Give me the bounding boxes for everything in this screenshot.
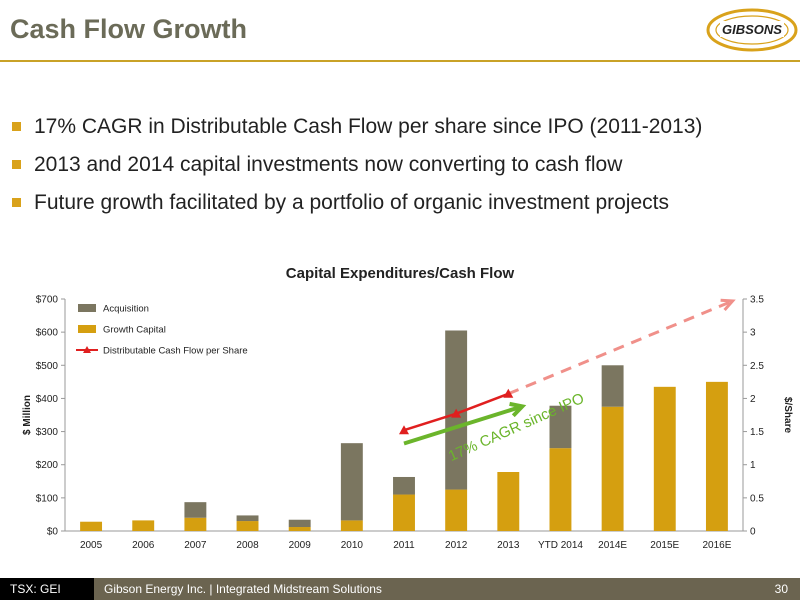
bullet-square-icon [12, 160, 21, 169]
footer-bar: TSX: GEI Gibson Energy Inc. | Integrated… [0, 578, 800, 600]
legend-label: Distributable Cash Flow per Share [103, 346, 248, 357]
x-tick-label: 2015E [650, 540, 679, 551]
legend-swatch-growth-capital [78, 325, 96, 333]
x-tick-label: 2016E [702, 540, 731, 551]
bar-growth-capital [236, 521, 259, 531]
x-tick-label: 2013 [497, 540, 520, 551]
bar-acquisition [393, 476, 415, 495]
bar-growth-capital [184, 517, 207, 531]
bullet-square-icon [12, 198, 21, 207]
legend-swatch-acquisition [78, 304, 96, 312]
bullet-list: 17% CAGR in Distributable Cash Flow per … [10, 108, 702, 222]
bar-growth-capital [653, 386, 676, 531]
bullet-item: 2013 and 2014 capital investments now co… [10, 146, 702, 184]
x-tick-label: 2012 [445, 540, 468, 551]
legend-label: Acquisition [103, 304, 149, 315]
y2-tick-label: 0 [750, 527, 756, 538]
bullet-text: 2013 and 2014 capital investments now co… [34, 153, 623, 176]
bar-acquisition [549, 405, 572, 449]
bullet-item: Future growth facilitated by a portfolio… [10, 184, 702, 222]
x-tick-label: 2010 [341, 540, 364, 551]
x-tick-label: 2014E [598, 540, 627, 551]
y-tick-label: $400 [36, 394, 59, 405]
y-tick-label: $600 [36, 328, 59, 339]
dcf-triangle-marker [399, 425, 409, 435]
bar-acquisition [601, 365, 624, 407]
x-tick-label: 2006 [132, 540, 155, 551]
y2-tick-label: 1.5 [750, 427, 764, 438]
x-tick-label: 2011 [393, 540, 415, 551]
dcf-triangle-marker [451, 408, 462, 418]
bar-growth-capital [340, 520, 363, 531]
projection-arrowhead-icon [720, 298, 736, 311]
y2-axis-title: $/Share [782, 397, 793, 434]
title-divider [0, 60, 800, 62]
bar-growth-capital [549, 448, 572, 531]
y2-tick-label: 2 [750, 394, 756, 405]
x-tick-label: YTD 2014 [538, 540, 583, 551]
bar-growth-capital [445, 489, 468, 531]
bar-growth-capital [80, 521, 103, 531]
bar-growth-capital [497, 472, 520, 531]
bar-growth-capital [393, 494, 415, 531]
dcf-triangle-marker [503, 388, 514, 398]
logo-text: GIBSONS [722, 22, 782, 37]
cagr-arrow-line [403, 404, 523, 446]
y2-tick-label: 0.5 [750, 493, 764, 504]
bullet-text: 17% CAGR in Distributable Cash Flow per … [34, 115, 703, 138]
bar-growth-capital [705, 381, 728, 531]
bullet-square-icon [12, 122, 21, 131]
x-tick-label: 2007 [184, 540, 207, 551]
y-tick-label: $700 [36, 295, 59, 306]
bar-growth-capital [288, 527, 311, 531]
y-tick-label: $500 [36, 361, 59, 372]
x-tick-label: 2005 [80, 540, 103, 551]
bar-acquisition [340, 443, 363, 521]
legend-label: Growth Capital [103, 325, 166, 336]
ticker-label: TSX: GEI [0, 578, 94, 600]
y-axis-title: $ Million [22, 395, 33, 435]
bar-acquisition [184, 502, 207, 518]
y-tick-label: $200 [36, 460, 59, 471]
x-tick-label: 2009 [289, 540, 312, 551]
bar-growth-capital [132, 520, 155, 531]
projection-dashed-arrow [507, 299, 734, 396]
bar-acquisition [288, 519, 311, 528]
y-tick-label: $0 [47, 527, 59, 538]
slide-title: Cash Flow Growth [10, 14, 248, 44]
y-tick-label: $100 [36, 493, 59, 504]
legend-triangle-icon [83, 346, 91, 353]
capex-cashflow-chart: Capital Expenditures/Cash Flow $0 $100 $200… [22, 265, 793, 551]
y-tick-label: $300 [36, 427, 59, 438]
cagr-arrowhead-icon [509, 401, 527, 418]
bullet-text: Future growth facilitated by a portfolio… [34, 191, 669, 214]
y2-tick-label: 2.5 [750, 361, 764, 372]
bullet-item: 17% CAGR in Distributable Cash Flow per … [10, 108, 702, 146]
y2-tick-label: 1 [750, 460, 756, 471]
page-number: 30 [774, 582, 788, 596]
bar-acquisition [236, 515, 259, 522]
y2-tick-label: 3 [750, 328, 756, 339]
chart-title: Capital Expenditures/Cash Flow [286, 265, 515, 282]
x-tick-label: 2008 [236, 540, 259, 551]
bar-growth-capital [601, 406, 624, 531]
company-label: Gibson Energy Inc. | Integrated Midstrea… [104, 582, 382, 596]
y2-tick-label: 3.5 [750, 295, 764, 306]
gibsons-logo: GIBSONS [706, 8, 798, 52]
